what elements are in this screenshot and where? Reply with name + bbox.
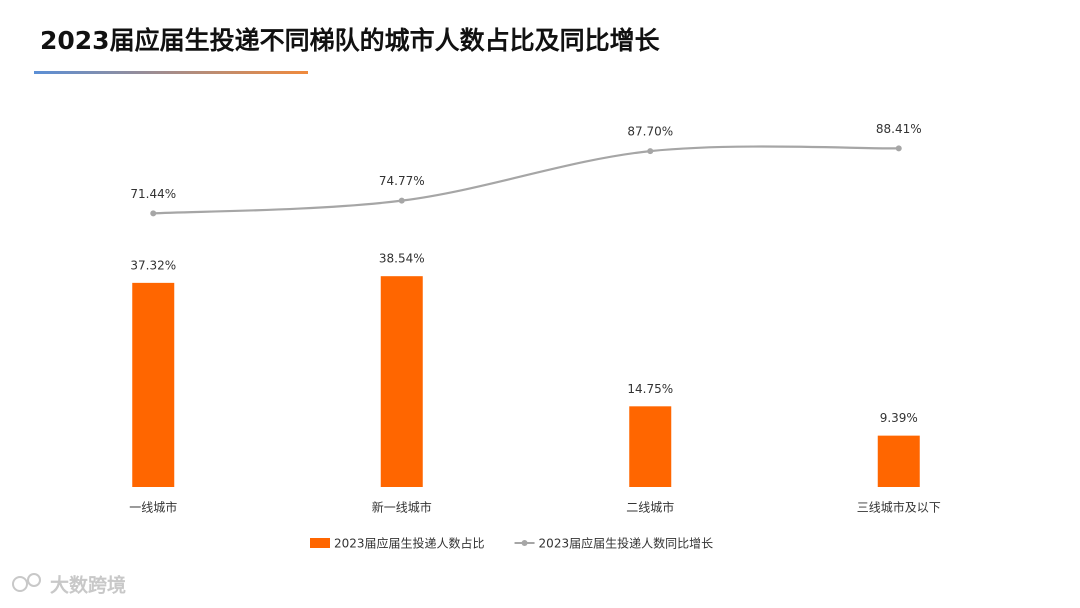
legend-swatch — [521, 540, 528, 546]
line — [153, 145, 899, 215]
x-tick-label: 二线城市 — [626, 500, 674, 515]
data-label: 88.41% — [876, 122, 922, 136]
x-tick-label: 一线城市 — [129, 500, 177, 515]
data-label: 38.54% — [379, 252, 425, 266]
x-tick-label: 新一线城市 — [372, 500, 432, 515]
bar — [629, 406, 672, 487]
data-label: 9.39% — [880, 411, 918, 425]
logo: 大数跨境 — [12, 573, 126, 597]
legend-label: 2023届应届生投递人数同比增长 — [539, 536, 714, 551]
line-marker — [895, 145, 902, 152]
legend-label: 2023届应届生投递人数占比 — [334, 536, 485, 551]
bar — [877, 435, 920, 487]
title-underline — [34, 71, 308, 74]
bar — [380, 276, 423, 487]
data-label: 87.70% — [627, 125, 673, 139]
line-marker — [150, 210, 157, 217]
line-marker — [398, 197, 405, 204]
data-label: 74.77% — [379, 174, 425, 188]
watermark: 大数跨境 — [50, 574, 126, 597]
legend-swatch — [310, 538, 330, 548]
chart-title: 2023届应届生投递不同梯队的城市人数占比及同比增长 — [40, 26, 661, 55]
data-label: 37.32% — [130, 258, 176, 272]
data-label: 14.75% — [627, 382, 673, 396]
data-label: 71.44% — [130, 187, 176, 201]
x-tick-label: 三线城市及以下 — [857, 500, 941, 515]
bar — [132, 282, 175, 487]
line-marker — [647, 148, 654, 155]
